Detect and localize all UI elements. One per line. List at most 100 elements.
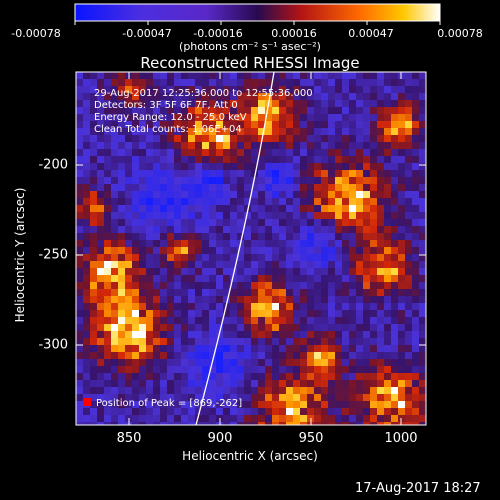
heatmap-pixel: [307, 177, 315, 185]
heatmap-pixel: [370, 324, 378, 332]
heatmap-pixel: [335, 394, 343, 402]
heatmap-pixel: [377, 254, 385, 262]
heatmap-pixel: [251, 289, 259, 297]
heatmap-pixel: [97, 373, 105, 381]
heatmap-pixel: [314, 296, 322, 304]
heatmap-pixel: [307, 170, 315, 178]
heatmap-pixel: [251, 149, 259, 157]
heatmap-pixel: [174, 149, 182, 157]
heatmap-pixel: [188, 205, 196, 213]
heatmap-pixel: [321, 128, 329, 136]
heatmap-pixel: [398, 212, 406, 220]
heatmap-pixel: [349, 107, 357, 115]
heatmap-pixel: [223, 240, 231, 248]
heatmap-pixel: [132, 408, 140, 416]
heatmap-pixel: [104, 324, 112, 332]
heatmap-pixel: [356, 219, 364, 227]
heatmap-pixel: [272, 415, 280, 423]
heatmap-pixel: [286, 100, 294, 108]
heatmap-pixel: [118, 121, 126, 129]
heatmap-pixel: [419, 408, 426, 416]
heatmap-pixel: [111, 100, 119, 108]
heatmap-pixel: [384, 212, 392, 220]
heatmap-pixel: [321, 359, 329, 367]
heatmap-pixel: [230, 212, 238, 220]
heatmap-pixel: [209, 107, 217, 115]
heatmap-pixel: [286, 380, 294, 388]
heatmap-pixel: [230, 177, 238, 185]
heatmap-pixel: [356, 205, 364, 213]
heatmap-pixel: [398, 254, 406, 262]
heatmap-pixel: [293, 121, 301, 129]
heatmap-pixel: [195, 114, 203, 122]
heatmap-pixel: [314, 422, 322, 425]
heatmap-pixel: [279, 135, 287, 143]
heatmap-pixel: [118, 198, 126, 206]
heatmap-pixel: [328, 100, 336, 108]
heatmap-pixel: [363, 177, 371, 185]
heatmap-pixel: [202, 373, 210, 381]
heatmap-pixel: [153, 212, 161, 220]
heatmap-pixel: [181, 86, 189, 94]
heatmap-pixel: [125, 345, 133, 353]
heatmap-pixel: [139, 212, 147, 220]
heatmap-pixel: [307, 114, 315, 122]
heatmap-pixel: [125, 226, 133, 234]
heatmap-pixel: [363, 107, 371, 115]
heatmap-pixel: [412, 282, 420, 290]
heatmap-pixel: [216, 373, 224, 381]
heatmap-pixel: [272, 352, 280, 360]
heatmap-pixel: [258, 170, 266, 178]
heatmap-pixel: [118, 268, 126, 276]
heatmap-pixel: [272, 408, 280, 416]
heatmap-pixel: [181, 324, 189, 332]
heatmap-pixel: [377, 79, 385, 87]
heatmap-pixel: [300, 205, 308, 213]
heatmap-pixel: [272, 254, 280, 262]
heatmap-pixel: [405, 254, 413, 262]
heatmap-pixel: [363, 282, 371, 290]
heatmap-pixel: [342, 184, 350, 192]
heatmap-pixel: [76, 289, 84, 297]
heatmap-pixel: [202, 226, 210, 234]
heatmap-pixel: [349, 198, 357, 206]
heatmap-pixel: [349, 254, 357, 262]
heatmap-pixel: [419, 338, 426, 346]
heatmap-pixel: [258, 219, 266, 227]
heatmap-pixel: [167, 163, 175, 171]
heatmap-pixel: [286, 107, 294, 115]
heatmap-pixel: [90, 135, 98, 143]
heatmap-pixel: [405, 163, 413, 171]
heatmap-pixel: [111, 128, 119, 136]
heatmap-pixel: [181, 401, 189, 409]
heatmap-pixel: [195, 100, 203, 108]
heatmap-pixel: [195, 142, 203, 150]
heatmap-pixel: [230, 282, 238, 290]
heatmap-pixel: [370, 415, 378, 423]
heatmap-pixel: [342, 100, 350, 108]
heatmap-pixel: [293, 408, 301, 416]
colorbar-tick-label: 0.00016: [271, 27, 317, 40]
heatmap-pixel: [90, 177, 98, 185]
heatmap-pixel: [356, 184, 364, 192]
heatmap-pixel: [104, 352, 112, 360]
heatmap-pixel: [237, 107, 245, 115]
heatmap-pixel: [104, 233, 112, 241]
heatmap-pixel: [83, 247, 91, 255]
heatmap-pixel: [321, 317, 329, 325]
heatmap-pixel: [335, 338, 343, 346]
heatmap-pixel: [384, 380, 392, 388]
heatmap-pixel: [223, 345, 231, 353]
heatmap-pixel: [188, 142, 196, 150]
heatmap-pixel: [405, 387, 413, 395]
heatmap-pixel: [146, 142, 154, 150]
heatmap-pixel: [188, 163, 196, 171]
heatmap-pixel: [356, 366, 364, 374]
heatmap-pixel: [412, 310, 420, 318]
heatmap-pixel: [349, 170, 357, 178]
heatmap-pixel: [265, 366, 273, 374]
heatmap-pixel: [181, 184, 189, 192]
heatmap-pixel: [146, 114, 154, 122]
heatmap-pixel: [342, 373, 350, 381]
heatmap-pixel: [132, 156, 140, 164]
